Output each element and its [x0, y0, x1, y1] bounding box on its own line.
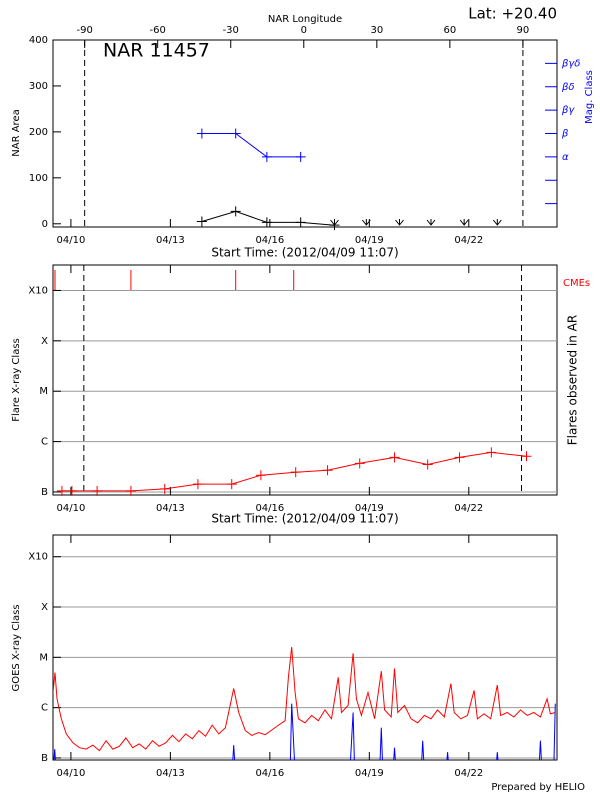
data-point: [230, 206, 241, 217]
no-data-arrow: [361, 219, 371, 226]
y-tick-label: 400: [29, 35, 48, 46]
x2-tick-label: 90: [517, 25, 530, 36]
data-point: [290, 467, 301, 478]
x-axis-label: Start Time: (2012/04/09 11:07): [211, 246, 398, 260]
plot-frame: [52, 264, 558, 496]
data-point: [261, 217, 272, 228]
x-tick-label: 04/10: [56, 768, 85, 779]
x-tick-label: 04/19: [355, 235, 384, 246]
data-point: [329, 220, 340, 231]
x-tick-label: 04/19: [355, 503, 384, 514]
series-line: [53, 703, 556, 760]
y2-tick-label: βδ: [561, 82, 575, 93]
data-point: [454, 452, 465, 463]
no-data-arrow: [459, 219, 469, 226]
data-point: [56, 485, 67, 496]
data-point: [521, 451, 532, 462]
x2-axis-label: NAR Longitude: [268, 14, 342, 25]
data-point: [295, 151, 306, 162]
no-data-arrow: [426, 219, 436, 226]
y-axis-label: Flare X-ray Class: [11, 338, 22, 422]
data-point: [322, 465, 333, 476]
x-tick-label: 04/10: [56, 503, 85, 514]
series-line: [201, 133, 301, 158]
x-tick-label: 04/13: [156, 235, 185, 246]
y2-axis-label: Flares observed in AR: [566, 315, 580, 445]
data-point: [226, 479, 237, 490]
x-tick-label: 04/10: [56, 235, 85, 246]
plot-frame: [52, 534, 558, 761]
x-tick-label: 04/13: [156, 768, 185, 779]
footer: Prepared by HELIO: [491, 782, 585, 793]
data-point: [92, 485, 103, 496]
y-tick-label: C: [41, 703, 48, 714]
x2-tick-label: -90: [76, 25, 92, 36]
y-axis-label: NAR Area: [11, 109, 22, 156]
x-tick-label: 04/16: [255, 235, 284, 246]
data-point: [255, 470, 266, 481]
x-tick-label: 04/19: [355, 768, 384, 779]
y-tick-label: X10: [28, 285, 48, 296]
data-point: [66, 485, 77, 496]
series-line: [53, 647, 556, 752]
plot-frame: [52, 39, 558, 228]
series-line: [62, 451, 527, 492]
data-point: [422, 459, 433, 470]
y-tick-label: C: [41, 437, 48, 448]
x2-tick-label: 30: [370, 25, 383, 36]
data-point: [196, 216, 207, 227]
no-data-arrow: [395, 219, 404, 226]
data-point: [389, 452, 400, 463]
data-point: [295, 217, 306, 228]
y-tick-label: X: [41, 602, 48, 613]
x2-tick-label: -60: [150, 25, 166, 36]
y2-tick-label: βγδ: [561, 58, 580, 69]
y-tick-label: 200: [29, 127, 48, 138]
no-data-arrow: [492, 219, 502, 226]
x2-tick-label: 60: [444, 25, 457, 36]
y-tick-label: 0: [42, 219, 48, 230]
data-point: [125, 485, 136, 496]
y-tick-label: X10: [28, 552, 48, 563]
y2-axis-label: Mag. Class: [584, 70, 595, 124]
chart-title: NAR 11457: [103, 40, 210, 62]
annotation: Lat: +20.40: [468, 5, 557, 23]
y2-tick-label: β: [561, 129, 569, 140]
x-tick-label: 04/22: [454, 235, 483, 246]
x-tick-label: 04/16: [255, 503, 284, 514]
x2-tick-label: 0: [301, 25, 307, 36]
y2-tick-label: βγ: [561, 105, 575, 116]
y-tick-label: 100: [29, 173, 48, 184]
x-axis-label: Start Time: (2012/04/09 11:07): [211, 512, 398, 526]
y-tick-label: B: [41, 487, 48, 498]
y-tick-label: M: [39, 652, 48, 663]
y2-tick-label: α: [562, 152, 569, 163]
data-point: [486, 447, 497, 458]
data-point: [354, 458, 365, 469]
x-tick-label: 04/16: [255, 768, 284, 779]
y-tick-label: B: [41, 753, 48, 764]
x2-tick-label: -30: [223, 25, 239, 36]
x-tick-label: 04/13: [156, 503, 185, 514]
y-tick-label: M: [39, 386, 48, 397]
data-point: [159, 483, 170, 494]
cme-label: CMEs: [563, 278, 590, 289]
series-line: [201, 210, 335, 226]
data-point: [196, 128, 207, 139]
x-tick-label: 04/22: [454, 503, 483, 514]
y-tick-label: 300: [29, 81, 48, 92]
data-point: [261, 151, 272, 162]
y-tick-label: X: [41, 336, 48, 347]
x-tick-label: 04/22: [454, 768, 483, 779]
y-axis-label: GOES X-ray Class: [11, 604, 22, 691]
data-point: [230, 128, 241, 139]
data-point: [192, 479, 203, 490]
